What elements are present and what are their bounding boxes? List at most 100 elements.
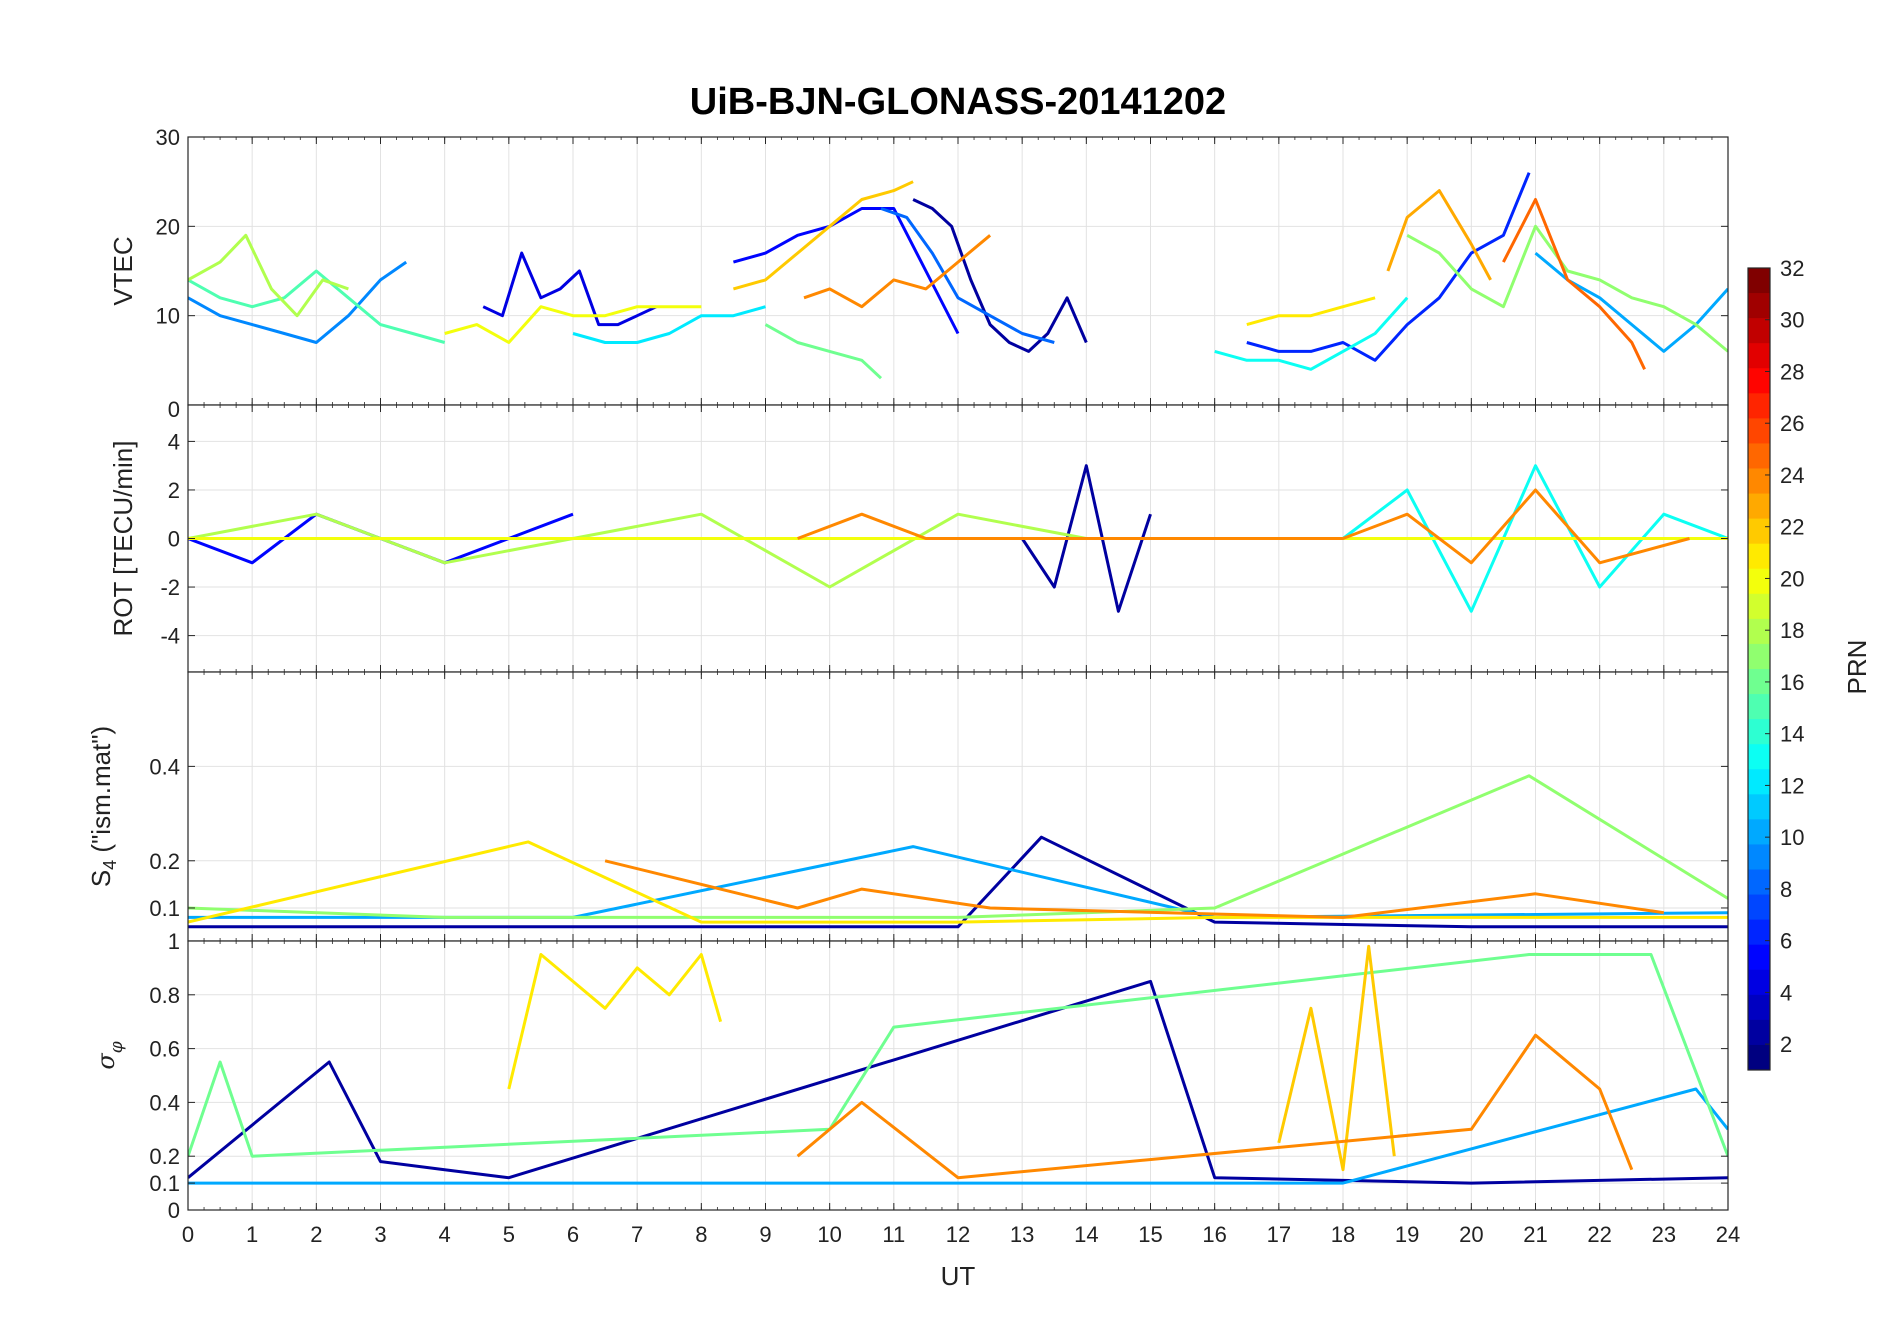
series-line-prn-9 xyxy=(188,260,408,344)
colorbar-tick-label: 18 xyxy=(1780,618,1804,643)
y-tick-label: 0.6 xyxy=(149,1037,180,1062)
series-line-prn-22 xyxy=(732,180,914,291)
x-tick-label: 22 xyxy=(1587,1222,1611,1247)
colorbar-tick-label: 24 xyxy=(1780,463,1804,488)
colorbar-tick-label: 16 xyxy=(1780,670,1804,695)
x-tick-label: 3 xyxy=(374,1222,386,1247)
series-group xyxy=(188,944,1728,1185)
series-line-prn-2 xyxy=(188,979,1728,1185)
x-tick-label: 24 xyxy=(1716,1222,1740,1247)
x-tick-label: 0 xyxy=(182,1222,194,1247)
y-axis-label: S4 ("ism.mat") xyxy=(86,726,120,887)
x-tick-label: 15 xyxy=(1138,1222,1162,1247)
colorbar-swatch xyxy=(1748,794,1770,820)
x-tick-label: 7 xyxy=(631,1222,643,1247)
colorbar-swatch xyxy=(1748,268,1770,294)
x-axis-label: UT xyxy=(941,1261,976,1291)
colorbar-tick-label: 4 xyxy=(1780,980,1792,1005)
series-line-prn-15 xyxy=(188,269,446,344)
series-line-prn-22 xyxy=(1277,944,1396,1172)
y-tick-label: 2 xyxy=(168,478,180,503)
colorbar-tick-label: 30 xyxy=(1780,308,1804,333)
colorbar-swatch xyxy=(1748,769,1770,795)
series-line-prn-17 xyxy=(188,774,1728,919)
series-line-prn-13 xyxy=(1342,464,1728,613)
x-tick-label: 10 xyxy=(817,1222,841,1247)
series-line-prn-2 xyxy=(912,198,1088,353)
colorbar-swatch xyxy=(1748,694,1770,720)
colorbar-swatch xyxy=(1748,643,1770,670)
series-line-prn-5 xyxy=(732,207,960,335)
y-tick-label: 10 xyxy=(156,304,180,329)
colorbar-tick-label: 10 xyxy=(1780,825,1804,850)
colorbar-swatch xyxy=(1748,493,1770,520)
series-line-prn-25 xyxy=(1502,198,1646,370)
colorbar-swatch xyxy=(1748,368,1770,394)
colorbar-swatch xyxy=(1748,1019,1770,1046)
series-line-prn-16 xyxy=(764,323,883,380)
series-line-prn-4 xyxy=(482,251,658,327)
series-line-prn-21 xyxy=(1246,296,1376,327)
x-tick-label: 23 xyxy=(1652,1222,1676,1247)
x-tick-label: 2 xyxy=(310,1222,322,1247)
series-line-prn-16 xyxy=(188,953,1728,1158)
y-tick-label: 1 xyxy=(168,929,180,954)
series-line-prn-6 xyxy=(1246,172,1531,362)
y-tick-label: 0.1 xyxy=(149,896,180,921)
colorbar-swatch xyxy=(1748,719,1770,745)
x-tick-label: 20 xyxy=(1459,1222,1483,1247)
y-tick-label: 0.2 xyxy=(149,1144,180,1169)
series-line-prn-12 xyxy=(572,305,766,344)
series-line-prn-10 xyxy=(188,1087,1728,1185)
colorbar-tick-label: 12 xyxy=(1780,773,1804,798)
series-line-prn-20 xyxy=(444,305,702,344)
colorbar-swatch xyxy=(1748,593,1770,620)
colorbar-label: PRN xyxy=(1842,640,1872,695)
colorbar-swatch xyxy=(1748,443,1770,469)
series-group xyxy=(188,774,1728,929)
colorbar-swatch xyxy=(1748,744,1770,770)
x-tick-label: 21 xyxy=(1523,1222,1547,1247)
x-tick-label: 1 xyxy=(246,1222,258,1247)
colorbar-swatch xyxy=(1748,894,1770,921)
series-group xyxy=(188,172,1728,380)
y-tick-label: 4 xyxy=(168,429,180,454)
y-axis-label: σφ xyxy=(92,1041,127,1069)
series-line-prn-18 xyxy=(188,233,349,318)
x-tick-label: 8 xyxy=(695,1222,707,1247)
x-tick-label: 17 xyxy=(1267,1222,1291,1247)
colorbar-swatch xyxy=(1748,468,1770,495)
series-line-prn-21 xyxy=(507,953,723,1090)
colorbar-swatch xyxy=(1748,844,1770,870)
series-line-prn-24 xyxy=(796,1033,1634,1180)
series-line-prn-2 xyxy=(188,835,1728,929)
x-tick-label: 9 xyxy=(759,1222,771,1247)
colorbar-tick-label: 28 xyxy=(1780,359,1804,384)
x-tick-label: 12 xyxy=(946,1222,970,1247)
y-axis-label: ROT [TECU/min] xyxy=(108,441,138,637)
colorbar-swatch xyxy=(1748,944,1770,971)
series-line-prn-13 xyxy=(1214,296,1409,371)
y-tick-label: 0.8 xyxy=(149,983,180,1008)
y-tick-label: 30 xyxy=(156,125,180,150)
series-line-prn-24 xyxy=(604,859,1665,919)
colorbar-swatch xyxy=(1748,869,1770,896)
x-tick-label: 16 xyxy=(1202,1222,1226,1247)
colorbar-tick-label: 32 xyxy=(1780,256,1804,281)
y-tick-label: 0.4 xyxy=(149,754,180,779)
colorbar-swatch xyxy=(1748,618,1770,645)
y-axis-label: VTEC xyxy=(108,236,138,305)
x-tick-label: 18 xyxy=(1331,1222,1355,1247)
colorbar-swatch xyxy=(1748,969,1770,996)
panel-vtec: 10 20 30 VTEC xyxy=(108,125,1729,406)
chart-title: UiB-BJN-GLONASS-20141202 xyxy=(690,81,1226,123)
colorbar-swatch xyxy=(1748,568,1770,595)
colorbar-tick-label: 20 xyxy=(1780,566,1804,591)
colorbar-tick-label: 2 xyxy=(1780,1032,1792,1057)
colorbar-swatch xyxy=(1748,343,1770,369)
x-tick-label: 5 xyxy=(503,1222,515,1247)
